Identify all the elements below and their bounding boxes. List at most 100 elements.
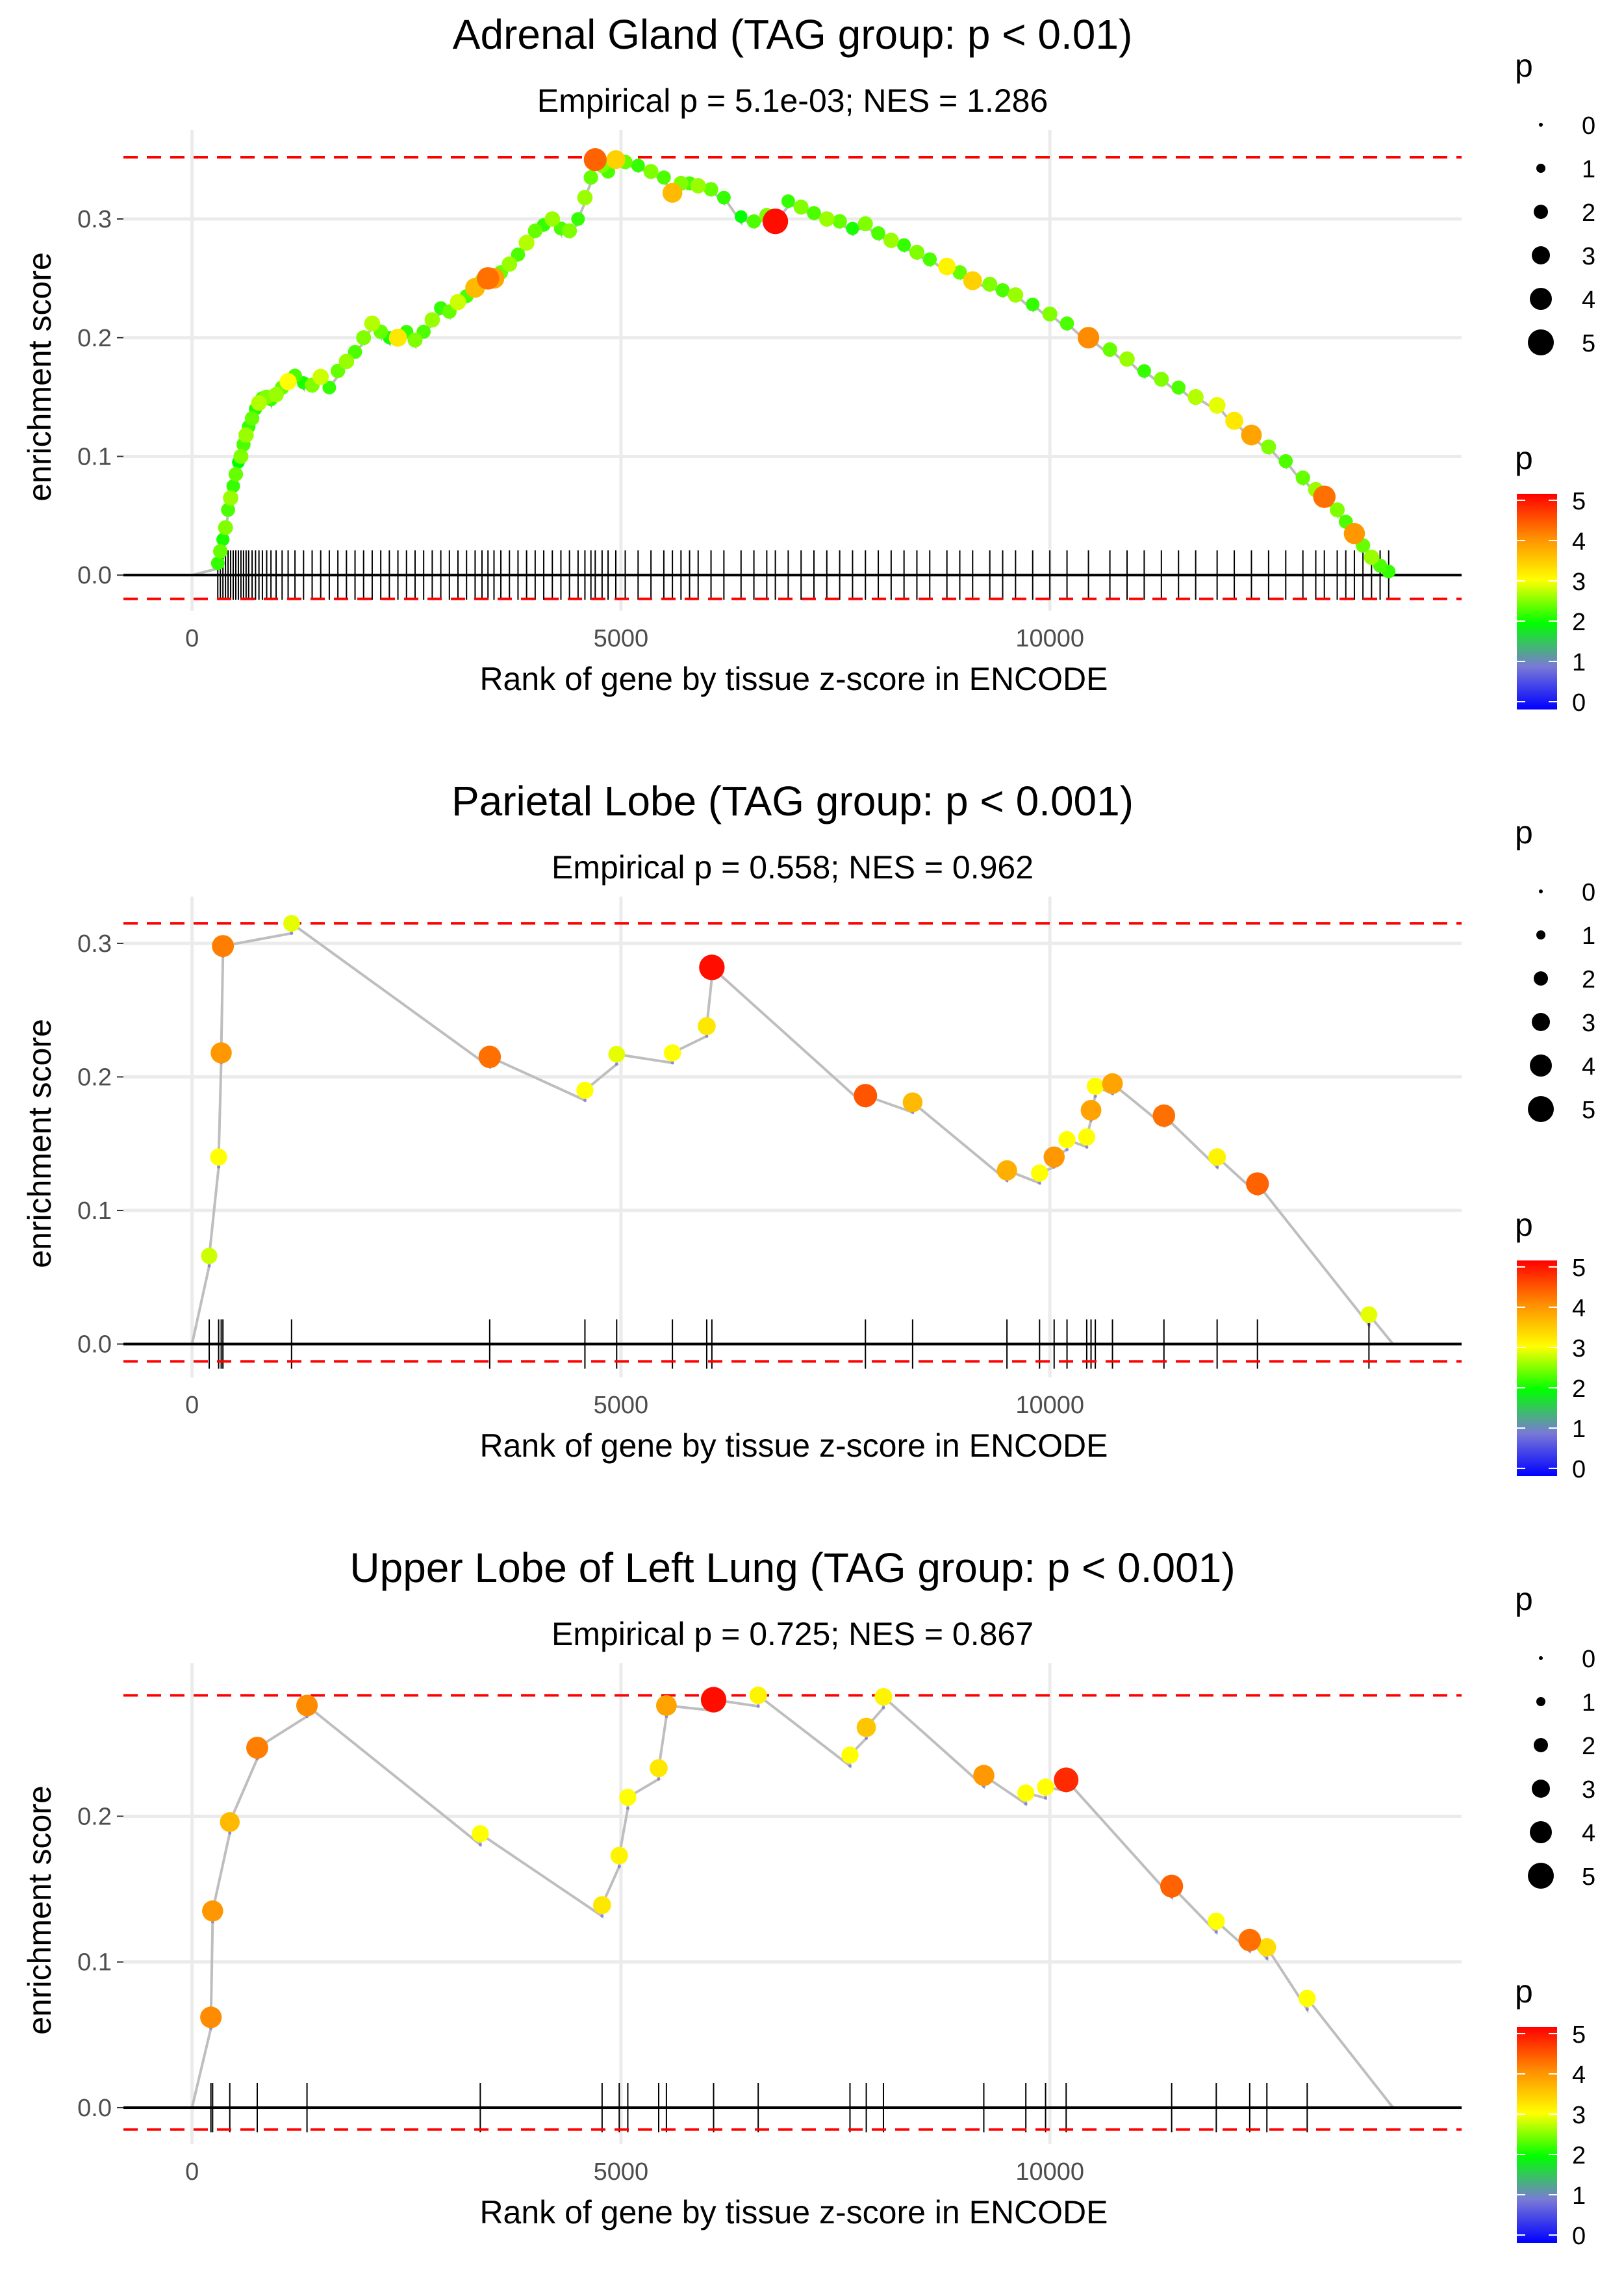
size-legend: p 0 1 2 3 4 5 — [1515, 814, 1595, 1124]
gene-point — [1042, 306, 1058, 322]
size-legend-key-4 — [1530, 1054, 1552, 1077]
chart-subtitle: Empirical p = 5.1e-03; NES = 1.286 — [537, 83, 1048, 119]
gene-point — [1154, 372, 1169, 387]
trough-point — [848, 1764, 852, 1768]
gene-point — [1313, 485, 1336, 508]
gene-point — [1364, 549, 1380, 565]
gene-point — [1137, 364, 1151, 378]
y-axis-label: enrichment score — [21, 1019, 58, 1268]
gene-point — [562, 223, 577, 238]
y-tick-label: 0.3 — [77, 930, 112, 958]
size-legend-label-1: 1 — [1582, 923, 1595, 950]
color-legend-bar — [1517, 494, 1557, 709]
color-legend-label-5: 5 — [1572, 488, 1586, 515]
gene-point — [762, 209, 789, 235]
gene-point — [220, 1812, 240, 1832]
size-legend-label-0: 0 — [1582, 879, 1595, 906]
gene-point — [238, 427, 254, 443]
color-legend: p 0 1 2 3 4 5 — [1515, 440, 1586, 717]
gene-point — [909, 244, 924, 260]
gene-point — [781, 194, 795, 209]
trough-point — [615, 1062, 618, 1066]
color-legend-bar — [1517, 2027, 1557, 2243]
gene-point — [608, 1045, 626, 1063]
chart-title: Adrenal Gland (TAG group: p < 0.01) — [453, 11, 1133, 58]
color-legend-label-0: 0 — [1572, 689, 1586, 717]
gene-point — [518, 235, 535, 251]
x-tick-label: 5000 — [594, 2158, 649, 2186]
gene-point — [1058, 1131, 1076, 1149]
gene-point — [501, 256, 518, 272]
size-legend-key-5 — [1528, 329, 1554, 355]
gene-point — [610, 1846, 628, 1865]
trough-point — [290, 932, 294, 936]
gene-point — [734, 210, 748, 224]
trough-point — [1093, 1094, 1097, 1098]
plot-area: 0 5000 10000 0.0 0.1 0.2 0.3 — [77, 130, 1462, 652]
gene-point — [857, 216, 873, 231]
gene-point — [841, 1746, 859, 1764]
x-axis-label: Rank of gene by tissue z-score in ENCODE — [479, 661, 1108, 697]
gene-point — [221, 502, 235, 517]
trough-point — [1024, 1802, 1028, 1806]
gene-point — [592, 1896, 611, 1915]
y-tick-label: 0.2 — [77, 325, 112, 352]
size-legend-key-5 — [1528, 1863, 1554, 1889]
size-legend-key-4 — [1530, 288, 1552, 310]
gene-point — [511, 248, 526, 262]
color-legend-label-4: 4 — [1572, 2062, 1586, 2089]
gene-point — [952, 265, 967, 280]
trough-point — [617, 1865, 621, 1869]
gene-point — [228, 466, 244, 482]
gene-point — [1330, 502, 1345, 518]
gene-point — [1208, 397, 1226, 414]
gene-point — [202, 1900, 223, 1922]
gene-point — [874, 1688, 893, 1706]
gene-point — [1241, 424, 1262, 446]
gene-point — [322, 381, 336, 394]
size-legend-key-2 — [1534, 971, 1548, 986]
y-axis-label: enrichment score — [21, 252, 58, 502]
trough-point — [670, 1061, 674, 1065]
gene-point — [338, 353, 355, 370]
size-legend-label-0: 0 — [1582, 112, 1595, 140]
chart-panel-parietal-lobe: Parietal Lobe (TAG group: p < 0.001) Emp… — [21, 778, 1595, 1483]
gene-point — [982, 277, 998, 292]
size-legend-key-3 — [1532, 1780, 1550, 1798]
gene-point — [662, 183, 683, 203]
gene-point — [201, 1247, 218, 1264]
size-legend: p 0 1 2 3 4 5 — [1515, 47, 1595, 357]
color-legend-label-1: 1 — [1572, 2182, 1586, 2210]
x-tick-label: 0 — [185, 1392, 199, 1419]
gene-point — [690, 178, 706, 194]
enrichment-path — [190, 1693, 1394, 2109]
chart-title: Upper Lobe of Left Lung (TAG group: p < … — [349, 1544, 1235, 1591]
color-legend-label-3: 3 — [1572, 568, 1586, 596]
gene-point — [1160, 1874, 1184, 1898]
gene-point — [1078, 1128, 1096, 1146]
size-legend-label-2: 2 — [1582, 966, 1595, 993]
trough-point — [1214, 1930, 1218, 1934]
chart-subtitle: Empirical p = 0.558; NES = 0.962 — [552, 849, 1034, 886]
size-legend-label-4: 4 — [1582, 287, 1595, 314]
gene-point — [283, 915, 300, 932]
gene-point — [1208, 1148, 1226, 1166]
gene-point — [279, 373, 297, 390]
color-legend: p 0 1 2 3 4 5 — [1515, 1973, 1586, 2250]
color-legend-label-1: 1 — [1572, 1416, 1586, 1443]
color-legend-label-0: 0 — [1572, 2223, 1586, 2250]
chart-title: Parietal Lobe (TAG group: p < 0.001) — [451, 778, 1134, 824]
y-tick-label: 0.3 — [77, 206, 112, 233]
color-legend-bar — [1517, 1260, 1557, 1476]
trough-point — [207, 1264, 211, 1268]
size-legend-key-2 — [1534, 205, 1548, 219]
color-legend: p 0 1 2 3 4 5 — [1515, 1207, 1586, 1483]
trough-point — [865, 1736, 869, 1740]
plot-area: 0 5000 10000 0.0 0.1 0.2 0.3 — [77, 897, 1462, 1419]
gene-point — [388, 328, 407, 347]
gene-point — [212, 935, 235, 957]
gene-point — [1102, 1073, 1123, 1094]
color-legend-title: p — [1515, 1973, 1533, 2010]
gene-point — [846, 222, 859, 235]
trough-point — [1037, 1181, 1041, 1185]
